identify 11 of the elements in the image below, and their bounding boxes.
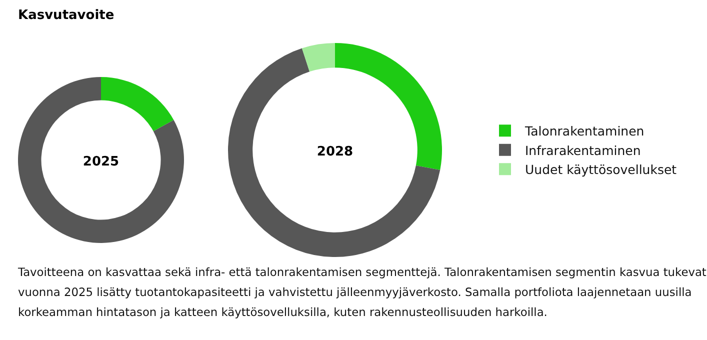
legend-label: Uudet käyttösovellukset [525, 162, 677, 177]
text: 2025 [82, 154, 120, 170]
legend-label: Infrarakentaminen [525, 142, 641, 158]
donut-slice [18, 77, 184, 243]
text: 2028 [316, 144, 354, 160]
text: Tavoitteena on kasvattaa sekä infra- että talonrakentamisen segmenttejä. Talonrakentamisen segmentin kasvua tukevat vuonna 2025 lisätty tuotantokapasiteetti ja vahvistettu jälleenmyyjäverkosto. Samalla portfoliota laajennetaan uusilla korkeamman hintatason ja katteen käyttösovelluksilla, kuten rakennusteollisuuden harkoilla. [18, 264, 707, 321]
donut-slice [228, 48, 440, 257]
donut-slice [302, 43, 335, 72]
legend-label: Talonrakentaminen [524, 124, 644, 138]
donut-slice [101, 77, 174, 132]
text: Kasvutavoite [18, 8, 114, 23]
